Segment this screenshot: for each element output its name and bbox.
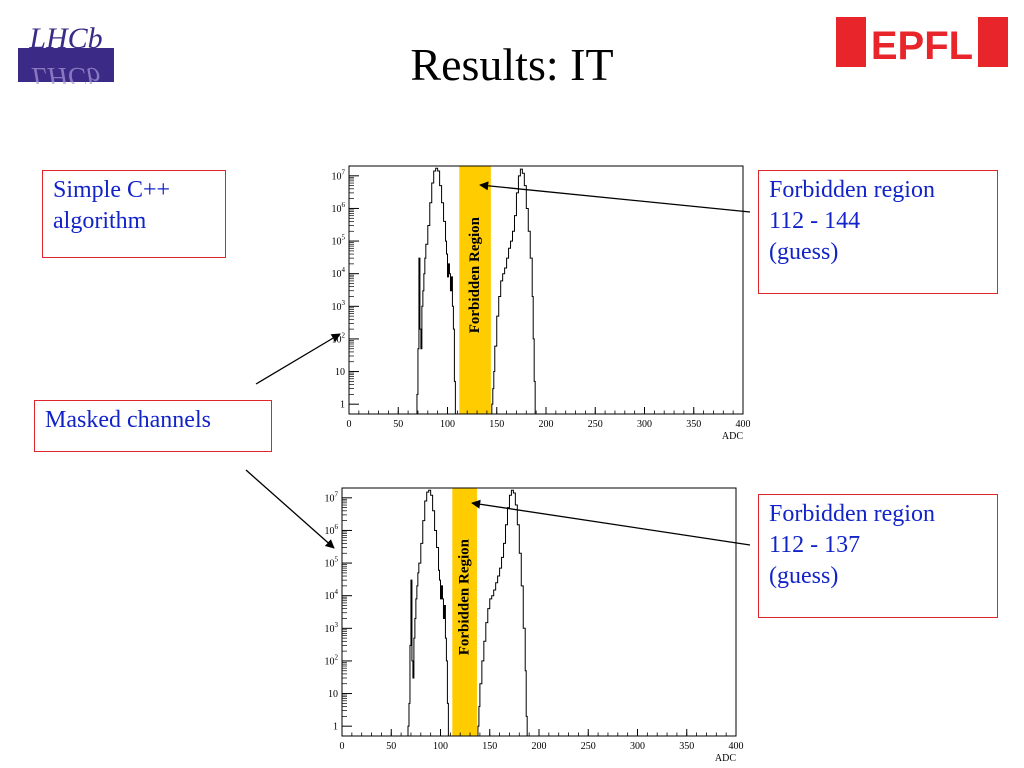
callout-masked-channels: Masked channels [34, 400, 272, 452]
x-tick-label: 100 [433, 741, 448, 752]
y-tick-label: 107 [325, 490, 339, 504]
x-tick-label: 300 [637, 419, 652, 430]
x-tick-label: 350 [679, 741, 694, 752]
y-tick-label: 10 [328, 689, 338, 700]
x-tick-label: 150 [489, 419, 504, 430]
y-tick-label: 102 [325, 653, 339, 667]
y-tick-label: 103 [325, 621, 339, 635]
y-tick-label: 1 [333, 722, 338, 733]
plot-frame [348, 165, 744, 415]
callout-line: (guess) [769, 563, 839, 589]
epfl-logo: EPFL [836, 17, 1008, 67]
y-tick-label: 105 [332, 234, 346, 248]
adc-histogram-top: Forbidden Region 0 50 100 150 200 250 300 350 400… [332, 165, 751, 442]
x-tick-label: 400 [736, 419, 751, 430]
y-tick-label: 104 [332, 266, 346, 280]
x-tick-label: 0 [347, 419, 352, 430]
callout-line: Masked channels [45, 407, 211, 433]
epfl-logo-text: EPFL [871, 24, 973, 67]
callout-forbidden-top: Forbidden region 112 - 144 (guess) [758, 170, 998, 294]
x-tick-label: 100 [440, 419, 455, 430]
plot-frame [341, 487, 737, 737]
y-tick-label: 104 [325, 588, 339, 602]
lhcb-logo-text: LHCb [28, 22, 102, 55]
y-tick-label: 103 [332, 299, 346, 313]
forbidden-band-label: Forbidden Region [457, 538, 473, 655]
lhcb-logo-reflection: LHCb [31, 61, 100, 84]
callout-line: Forbidden region [769, 177, 935, 203]
histogram-series-1 [407, 489, 449, 737]
histogram-series-1 [415, 167, 456, 415]
x-axis-label: ADC [715, 753, 736, 764]
callout-forbidden-bottom: Forbidden region 112 - 137 (guess) [758, 494, 998, 618]
x-tick-label: 150 [482, 741, 497, 752]
slide-title: Results: IT [410, 39, 614, 90]
x-tick-label: 250 [588, 419, 603, 430]
adc-histogram-bottom: Forbidden Region 0 50 100 150 200 250 300 350 400… [325, 487, 744, 764]
histogram-series-2 [490, 168, 536, 415]
forbidden-band-label: Forbidden Region [467, 216, 483, 333]
x-tick-label: 250 [581, 741, 596, 752]
x-tick-label: 0 [340, 741, 345, 752]
callout-line: (guess) [769, 239, 839, 265]
callout-line: Simple C++ [53, 177, 171, 203]
y-tick-label: 105 [325, 556, 339, 570]
y-tick-label: 107 [332, 168, 346, 182]
x-tick-label: 400 [729, 741, 744, 752]
x-tick-label: 350 [686, 419, 701, 430]
x-tick-label: 300 [630, 741, 645, 752]
x-axis-label: ADC [722, 431, 743, 442]
y-tick-label: 1 [340, 400, 345, 411]
y-tick-label: 10 [335, 367, 345, 378]
lhcb-logo: LHCb LHCb [16, 16, 116, 84]
x-tick-label: 50 [393, 419, 403, 430]
callout-line: 112 - 144 [769, 208, 861, 234]
callout-line: Forbidden region [769, 501, 935, 527]
x-tick-label: 200 [532, 741, 547, 752]
y-tick-label: 102 [332, 331, 346, 345]
callout-line: 112 - 137 [769, 532, 861, 558]
x-tick-label: 200 [539, 419, 554, 430]
callout-simple-algorithm: Simple C++ algorithm [42, 170, 226, 258]
y-tick-label: 106 [332, 201, 346, 215]
histogram-series-2 [476, 489, 528, 737]
x-tick-label: 50 [386, 741, 396, 752]
callout-line: algorithm [53, 208, 147, 234]
y-tick-label: 106 [325, 523, 339, 537]
